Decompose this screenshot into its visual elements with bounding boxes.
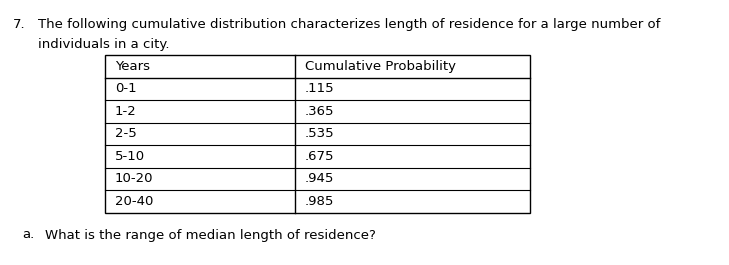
Text: Cumulative Probability: Cumulative Probability	[305, 60, 456, 73]
Text: 10-20: 10-20	[115, 172, 154, 185]
Text: individuals in a city.: individuals in a city.	[38, 38, 170, 51]
Text: .365: .365	[305, 105, 335, 118]
Text: The following cumulative distribution characterizes length of residence for a la: The following cumulative distribution ch…	[38, 18, 660, 31]
Text: .115: .115	[305, 82, 335, 95]
Text: .985: .985	[305, 195, 335, 208]
Bar	[105, 55, 530, 213]
Text: .535: .535	[305, 127, 335, 140]
Text: 7.: 7.	[13, 18, 26, 31]
Text: Years: Years	[115, 60, 150, 73]
Text: .675: .675	[305, 150, 335, 163]
Text: 2-5: 2-5	[115, 127, 137, 140]
Text: .945: .945	[305, 172, 335, 185]
Text: a.: a.	[22, 228, 34, 241]
Text: What is the range of median length of residence?: What is the range of median length of re…	[45, 228, 376, 241]
Text: 20-40: 20-40	[115, 195, 153, 208]
Text: 5-10: 5-10	[115, 150, 145, 163]
Text: 0-1: 0-1	[115, 82, 136, 95]
Text: 1-2: 1-2	[115, 105, 137, 118]
